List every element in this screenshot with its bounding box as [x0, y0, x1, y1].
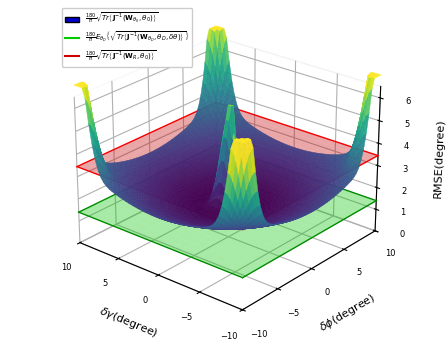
Y-axis label: $\delta\phi$(degree): $\delta\phi$(degree) [316, 291, 378, 335]
X-axis label: $\delta\gamma$(degree): $\delta\gamma$(degree) [96, 304, 159, 340]
Legend: $\frac{180}{\pi}\sqrt{Tr\left\{\mathbf{J}^{-1}(\mathbf{W}_{\theta_0},\theta_0)\r: $\frac{180}{\pi}\sqrt{Tr\left\{\mathbf{J… [62, 7, 193, 67]
